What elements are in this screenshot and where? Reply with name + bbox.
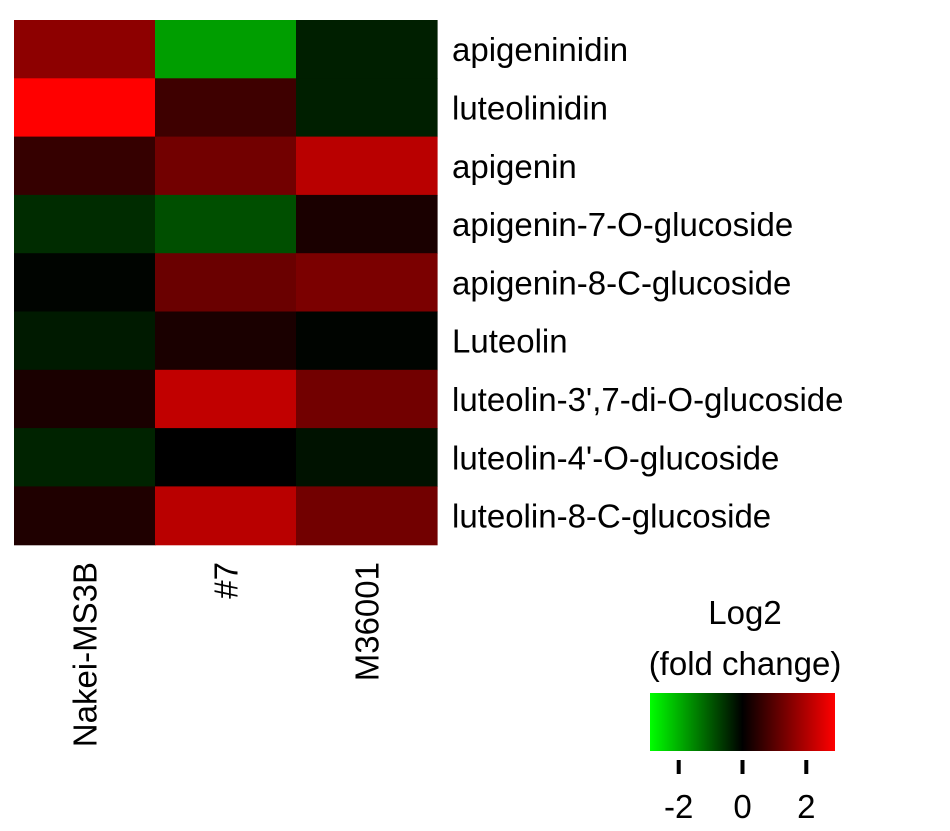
column-label: Nakei-MS3B	[67, 562, 104, 747]
colorbar-tick	[740, 760, 745, 774]
row-label: luteolin-4'-O-glucoside	[452, 439, 779, 476]
heatmap-cell-apigenin-8-c-glucoside-m36001	[296, 253, 438, 313]
heatmap-cell-luteolin-8-c-glucoside-7	[155, 486, 297, 546]
colorbar-tick-label: 0	[733, 788, 751, 825]
heatmap-cell-apigenin-m36001	[296, 136, 438, 196]
colorbar-tick	[676, 760, 681, 774]
row-label: Luteolin	[452, 323, 568, 360]
heatmap-cell-apigenin-7-o-glucoside-m36001	[296, 194, 438, 254]
heatmap-cell-luteolin-4-o-glucoside-nakei-ms3b	[14, 428, 156, 487]
heatmap-cell-luteolin-4-o-glucoside-m36001	[296, 428, 438, 487]
heatmap-cell-luteolinidin-m36001	[296, 78, 438, 138]
heatmap-cell-luteolin-4-o-glucoside-7	[155, 428, 297, 487]
row-labels: apigeninidin luteolinidin apigenin apigenin…	[452, 31, 844, 534]
heatmap-cells	[14, 20, 438, 546]
heatmap-cell-apigeninidin-m36001	[296, 20, 438, 79]
colorbar-tick	[804, 760, 809, 774]
row-label: luteolin-8-C-glucoside	[452, 498, 771, 535]
heatmap-cell-apigeninidin-7	[155, 20, 297, 79]
heatmap-cell-luteolin-3-7-di-o-glucoside-7	[155, 369, 297, 429]
heatmap-cell-luteolin-3-7-di-o-glucoside-m36001	[296, 369, 438, 429]
colorbar-ticks: -2 0 2	[664, 760, 815, 825]
row-label: luteolin-3',7-di-O-glucoside	[452, 381, 844, 418]
heatmap-cell-luteolin-3-7-di-o-glucoside-nakei-ms3b	[14, 369, 156, 429]
row-label: apigenin-8-C-glucoside	[452, 264, 791, 301]
heatmap-cell-luteolin-7	[155, 311, 297, 371]
colorbar-title-line1: Log2	[708, 594, 781, 631]
heatmap-cell-luteolin-8-c-glucoside-m36001	[296, 486, 438, 546]
heatmap-cell-luteolinidin-nakei-ms3b	[14, 78, 156, 138]
colorbar-gradient	[650, 693, 835, 751]
heatmap-cell-apigenin-7	[155, 136, 297, 196]
heatmap-cell-luteolin-8-c-glucoside-nakei-ms3b	[14, 486, 156, 546]
heatmap-cell-apigeninidin-nakei-ms3b	[14, 20, 156, 79]
colorbar-tick-label: 2	[797, 788, 815, 825]
column-label: M36001	[349, 562, 386, 681]
heatmap-cell-apigenin-8-c-glucoside-7	[155, 253, 297, 313]
heatmap-cell-luteolinidin-7	[155, 78, 297, 138]
row-label: apigenin-7-O-glucoside	[452, 206, 793, 243]
colorbar-title-line2: (fold change)	[649, 645, 842, 682]
colorbar-tick-label: -2	[664, 788, 693, 825]
column-label: #7	[208, 562, 245, 599]
heatmap-cell-apigenin-nakei-ms3b	[14, 136, 156, 196]
heatmap-cell-luteolin-nakei-ms3b	[14, 311, 156, 371]
row-label: apigenin	[452, 148, 577, 185]
column-labels: Nakei-MS3B #7 M36001	[67, 562, 386, 747]
row-label: luteolinidin	[452, 89, 608, 126]
row-label: apigeninidin	[452, 31, 628, 68]
heatmap-cell-apigenin-7-o-glucoside-7	[155, 194, 297, 254]
heatmap-cell-luteolin-m36001	[296, 311, 438, 371]
heatmap-cell-apigenin-8-c-glucoside-nakei-ms3b	[14, 253, 156, 313]
colorbar-legend: Log2 (fold change) -2 0 2	[649, 594, 842, 825]
heatmap-cell-apigenin-7-o-glucoside-nakei-ms3b	[14, 194, 156, 254]
